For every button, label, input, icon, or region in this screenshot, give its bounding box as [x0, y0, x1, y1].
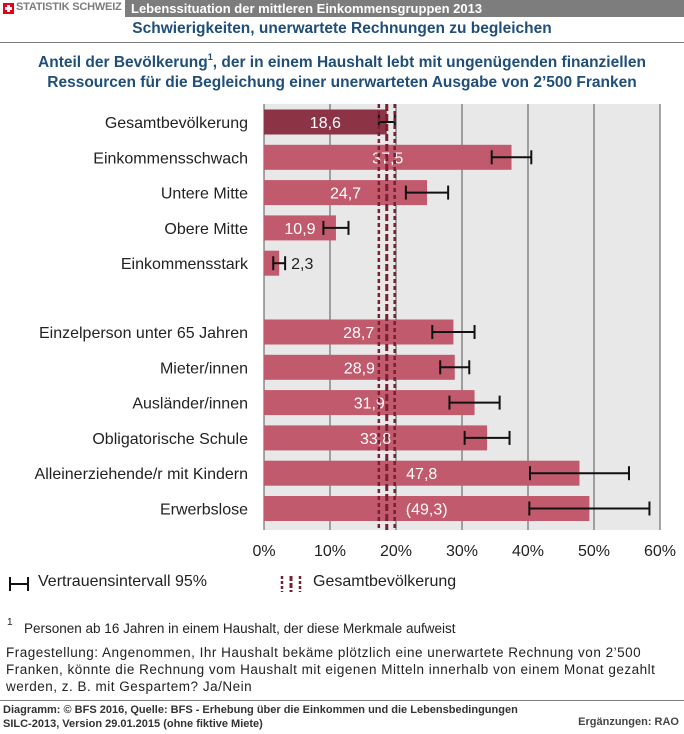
data-label: 31,9: [354, 396, 385, 413]
data-label: 33,8: [360, 431, 391, 448]
dashed-reference-lines-icon: [280, 576, 302, 592]
category-label: Erwerbslose: [160, 502, 248, 519]
bar: [264, 425, 488, 451]
footnote-reference: 1: [207, 52, 213, 62]
category-label: Mieter/innen: [160, 360, 248, 377]
bar: [264, 109, 387, 135]
statistik-schweiz-logo: STATISTIK SCHWEIZ: [0, 0, 126, 17]
bar-chart: 0% 10% 20% 30% 40% 50% 60% Gesamtbevölkerung 18,…: [35, 104, 676, 560]
x-tick-label: 20%: [380, 543, 412, 560]
data-label: 2,3: [291, 256, 313, 273]
category-label: Obere Mitte: [164, 221, 248, 238]
category-label: Einkommensstark: [121, 256, 249, 273]
category-label: Untere Mitte: [161, 186, 248, 203]
x-tick-label: 60%: [644, 543, 676, 560]
x-tick-label: 40%: [512, 543, 544, 560]
data-label: (49,3): [406, 502, 448, 519]
bar: [264, 354, 455, 380]
bar: [264, 250, 280, 276]
data-label: 18,6: [310, 115, 341, 132]
footnote-text: Personen ab 16 Jahren in einem Haushalt,…: [24, 621, 456, 636]
chart-title-part2: , der in einem Haushalt lebt mit ungenüg…: [212, 54, 646, 71]
x-tick-label: 30%: [446, 543, 478, 560]
survey-question: Fragestellung: Angenommen, Ihr Haushalt …: [6, 645, 656, 694]
swiss-flag-icon: [3, 3, 14, 14]
category-label: Alleinerziehende/r mit Kindern: [35, 466, 248, 483]
legend-ci-label: Vertrauensintervall 95%: [38, 573, 207, 590]
x-tick-label: 10%: [314, 543, 346, 560]
category-label: Obligatorische Schule: [92, 431, 248, 448]
category-label: Einzelperson unter 65 Jahren: [39, 325, 248, 342]
bar: [264, 180, 428, 206]
bar: [264, 460, 580, 486]
additions-note: Ergänzungen: RAO: [578, 716, 679, 728]
x-tick-label: 50%: [578, 543, 610, 560]
header-title: Lebenssituation der mittleren Einkommens…: [131, 1, 483, 16]
chart-title: Anteil der Bevölkerung1, der in einem Ha…: [10, 47, 674, 93]
data-label: 47,8: [406, 466, 437, 483]
x-tick-label: 0%: [252, 543, 275, 560]
divider: [0, 42, 684, 43]
legend-reference-label: Gesamtbevölkerung: [313, 573, 457, 590]
footer-divider: [0, 700, 684, 701]
data-label: 10,9: [284, 221, 315, 238]
header-bar: STATISTIK SCHWEIZ Lebenssituation der mi…: [0, 0, 684, 17]
category-label: Einkommensschwach: [93, 150, 248, 167]
category-label: Gesamtbevölkerung: [105, 115, 248, 132]
bar: [264, 319, 454, 345]
chart-title-line2: Ressourcen für die Begleichung einer une…: [47, 74, 637, 91]
footnote-mark: 1: [7, 617, 13, 628]
source-note: Diagramm: © BFS 2016, Quelle: BFS - Erhe…: [3, 704, 518, 730]
data-label: 28,7: [343, 325, 374, 342]
bar: [264, 390, 475, 416]
error-bar-icon: [9, 577, 29, 591]
category-label: Ausländer/innen: [132, 396, 248, 413]
page-subtitle: Schwierigkeiten, unerwartete Rechnungen …: [132, 20, 552, 37]
logo-text: STATISTIK SCHWEIZ: [16, 1, 122, 13]
data-label: 28,9: [344, 360, 375, 377]
data-label: 24,7: [330, 186, 361, 203]
chart-title-part1: Anteil der Bevölkerung: [38, 54, 208, 71]
